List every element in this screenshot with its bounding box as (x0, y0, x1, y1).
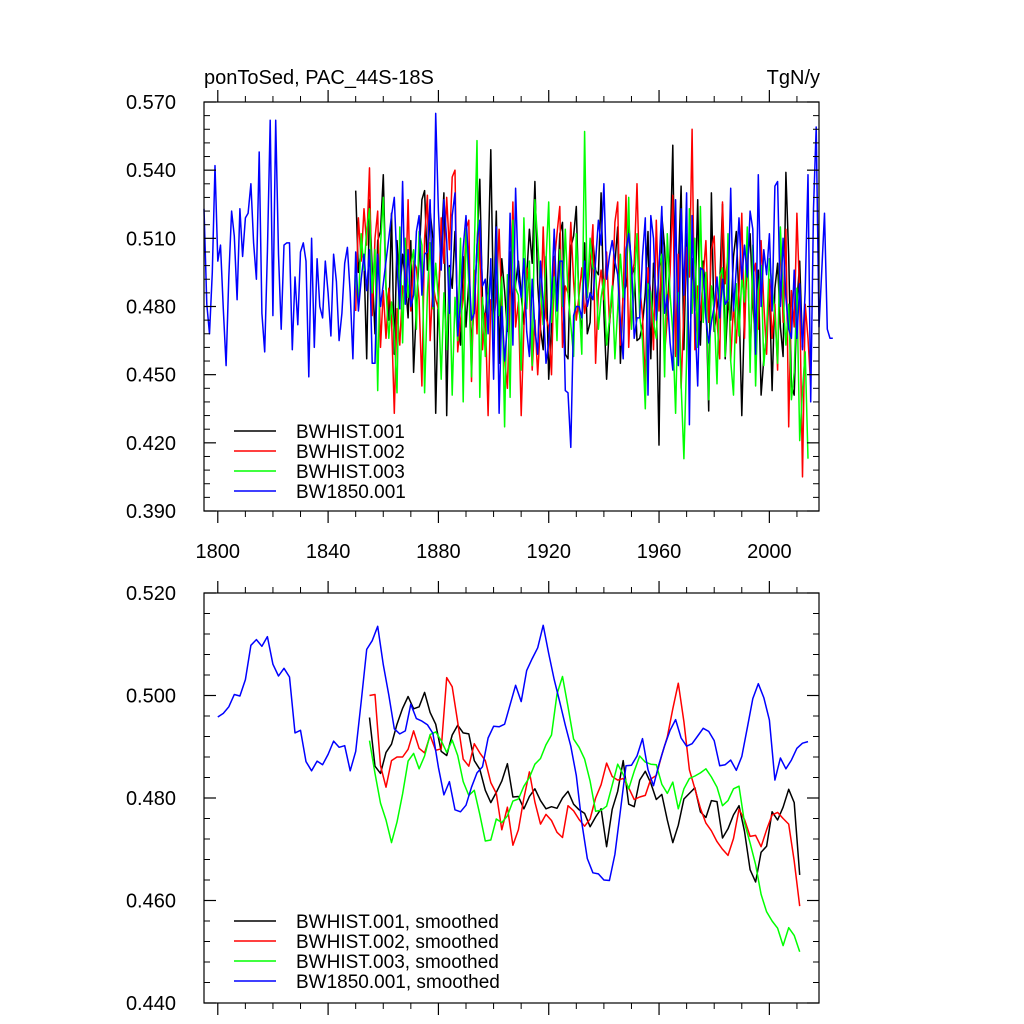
top-panel-title-left: ponToSed, PAC_44S-18S (204, 67, 434, 89)
top-xtick-label: 1880 (416, 541, 461, 563)
bottom-ytick-label: 0.440 (126, 993, 176, 1015)
top-ytick-label: 0.390 (126, 501, 176, 523)
top-ytick-label: 0.420 (126, 433, 176, 455)
top-legend-label-bwhist-003: BWHIST.003 (296, 462, 405, 483)
top-legend-label-bwhist-001: BWHIST.001 (296, 422, 405, 443)
top-ytick-label: 0.480 (126, 297, 176, 319)
bottom-ytick-label: 0.520 (126, 583, 176, 605)
top-series-layer (203, 112, 833, 478)
top-xtick-label: 1840 (306, 541, 351, 563)
bottom-series-bwhist-001-smoothed (368, 691, 801, 883)
top-series-bw1850-001 (203, 112, 833, 449)
bottom-series-bwhist-003-smoothed (368, 675, 801, 953)
top-ytick-label: 0.510 (126, 228, 176, 250)
top-legend-label-bw1850-001: BW1850.001 (296, 482, 406, 503)
top-ytick-label: 0.540 (126, 160, 176, 182)
top-series-bwhist-003 (354, 130, 809, 460)
bottom-legend-label-bwhist-002-smoothed: BWHIST.002, smoothed (296, 932, 499, 953)
bottom-legend-label-bw1850-001-smoothed: BW1850.001, smoothed (296, 972, 500, 993)
bottom-legend-label-bwhist-003-smoothed: BWHIST.003, smoothed (296, 952, 499, 973)
bottom-axes: 0.440 0.460 0.480 0.500 0.520 (126, 581, 819, 1015)
top-xtick-label: 1920 (526, 541, 571, 563)
bottom-legend-label-bwhist-001-smoothed: BWHIST.001, smoothed (296, 912, 499, 933)
top-xtick-label: 1960 (637, 541, 682, 563)
bottom-series-bw1850-001-smoothed (217, 624, 809, 882)
bottom-series-layer (217, 624, 809, 953)
bottom-ytick-label: 0.500 (126, 686, 176, 708)
top-xtick-label: 1800 (196, 541, 241, 563)
top-axes: 0.390 0.420 0.450 0.480 0.510 0.540 0.570 1800 1… (126, 90, 819, 563)
bottom-ytick-label: 0.480 (126, 788, 176, 810)
top-panel-title-right: TgN/y (767, 67, 820, 89)
top-panel: ponToSed, PAC_44S-18S TgN/y 0.3900.4200.… (126, 67, 833, 563)
top-ytick-label: 0.570 (126, 92, 176, 114)
bottom-series-bwhist-002-smoothed (369, 676, 801, 907)
bottom-panel: 0.440 0.460 0.480 0.500 0.520 BWHIST.001, sm… (126, 581, 820, 1015)
top-xtick-label: 2000 (747, 541, 792, 563)
top-legend-label-bwhist-002: BWHIST.002 (296, 442, 405, 463)
bottom-ytick-label: 0.460 (126, 891, 176, 913)
top-ytick-label: 0.450 (126, 365, 176, 387)
